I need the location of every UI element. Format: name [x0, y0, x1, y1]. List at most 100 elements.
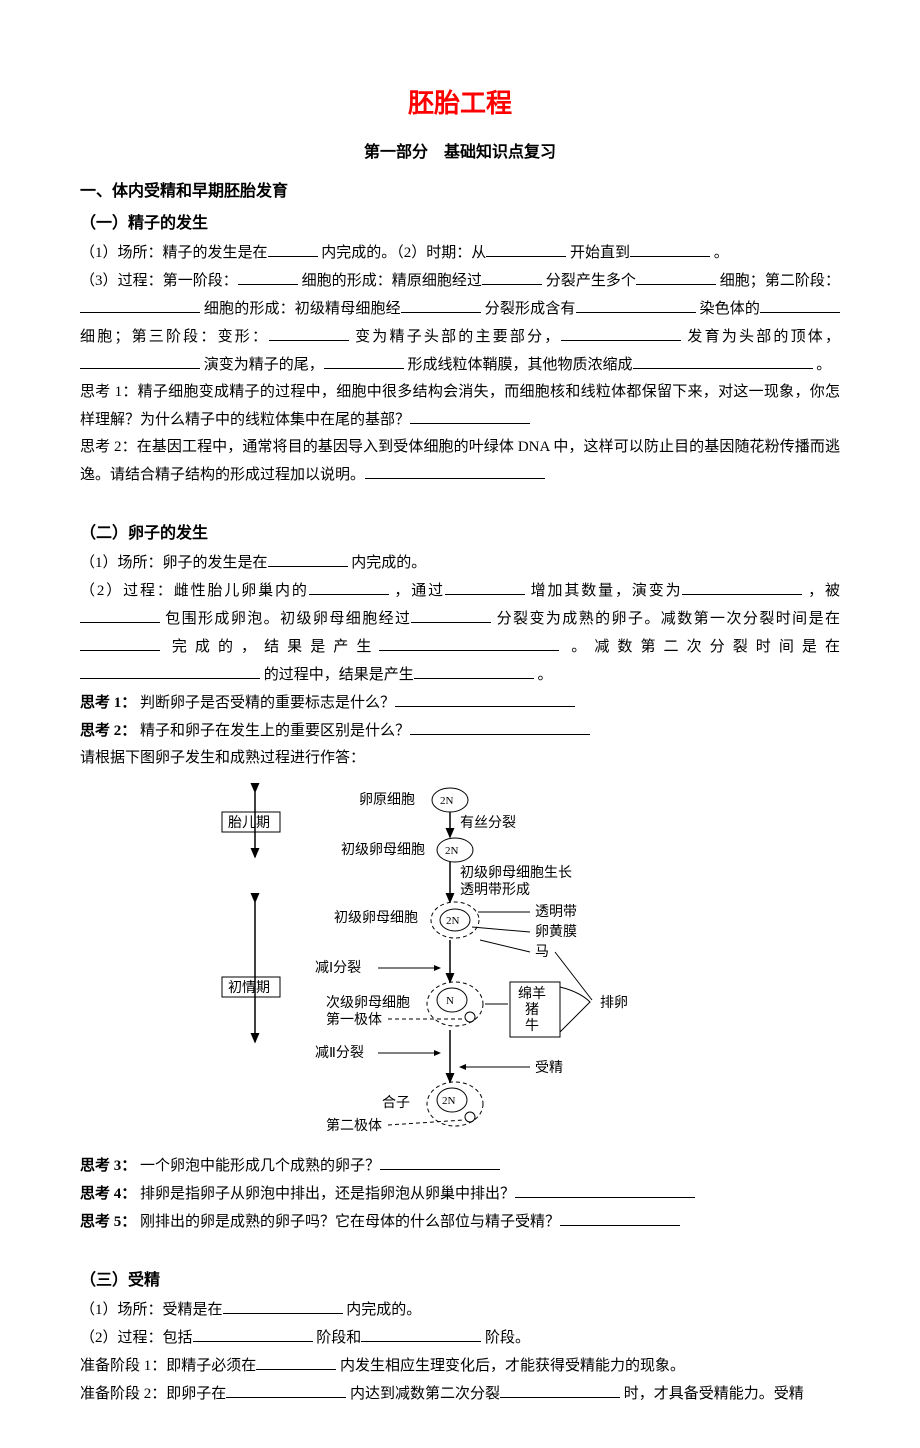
para-1-1-1: （1）场所：精子的发生是在 内完成的。（2）时期：从 开始直到 。	[80, 239, 840, 267]
blank	[410, 406, 530, 424]
text: 思考 2：	[80, 723, 136, 739]
label-2n: 2N	[446, 915, 460, 927]
blank	[80, 661, 260, 679]
text: 排卵是指卵子从卵泡中排出，还是指卵泡从卵巢中排出？	[140, 1186, 515, 1202]
blank	[361, 1324, 481, 1342]
label-primary1: 初级卵母细胞	[341, 841, 425, 858]
para-1-3-4: 准备阶段 2：即卵子在 内达到减数第二次分裂 时，才具备受精能力。受精	[80, 1380, 840, 1408]
blank	[515, 1180, 695, 1198]
text: （1）场所：受精是在	[80, 1302, 223, 1318]
label-2n: 2N	[440, 795, 454, 807]
section-1-heading: 一、体内受精和早期胚胎发育	[80, 178, 840, 207]
text: 内达到减数第二次分裂	[350, 1386, 500, 1402]
text: （2）过程：雌性胎儿卵巢内的	[80, 583, 309, 599]
text: 思考 4：	[80, 1186, 136, 1202]
blank	[256, 1352, 336, 1370]
text: 思考 3：	[80, 1158, 136, 1174]
label-oogonium: 卵原细胞	[359, 792, 415, 808]
text: 。	[538, 667, 553, 683]
text: 阶段和	[316, 1330, 361, 1346]
blank	[269, 323, 349, 341]
label-vitelline: 卵黄膜	[535, 923, 577, 940]
text: 精子和卵子在发生上的重要区别是什么？	[140, 723, 410, 739]
text: 。减数第二次分裂时间是在	[571, 639, 840, 655]
text: （2）过程：包括	[80, 1330, 193, 1346]
label-zygote: 合子	[382, 1095, 410, 1111]
blank	[379, 633, 559, 651]
label-cow: 牛	[525, 1018, 539, 1034]
blank	[324, 351, 404, 369]
text: 形成线粒体鞘膜，其他物质浓缩成	[408, 357, 633, 373]
think-1-1-2: 思考 2：在基因工程中，通常将目的基因导入到受体细胞的叶绿体 DNA 中，这样可…	[80, 434, 840, 489]
text: 发育为头部的顶体，	[687, 329, 840, 345]
label-mitosis: 有丝分裂	[460, 815, 516, 831]
para-1-2-2: （2）过程：雌性胎儿卵巢内的 ，通过 增加其数量，演变为 ，被 包围形成卵泡。初…	[80, 577, 840, 689]
blank	[395, 689, 575, 707]
label-n: N	[446, 995, 454, 1007]
text: 分裂产生多个	[546, 273, 636, 289]
think-1-1-1: 思考 1：精子细胞变成精子的过程中，细胞中很多结构会消失，而细胞核和线粒体都保留…	[80, 379, 840, 434]
text: 完成的，结果是产生	[172, 639, 380, 655]
label-polar2: 第二极体	[326, 1117, 382, 1134]
text: 包围形成卵泡。初级卵母细胞经过	[165, 611, 411, 627]
text: 内完成的。	[346, 1302, 421, 1318]
para-1-2-1: （1）场所：卵子的发生是在 内完成的。	[80, 549, 840, 577]
para-1-2-3: 请根据下图卵子发生和成熟过程进行作答：	[80, 745, 840, 772]
label-polar1: 第一极体	[326, 1011, 382, 1028]
blank	[80, 351, 200, 369]
text: 判断卵子是否受精的重要标志是什么？	[140, 695, 395, 711]
think-1-2-1: 思考 1： 判断卵子是否受精的重要标志是什么？	[80, 689, 840, 717]
text: 演变为精子的尾，	[204, 357, 324, 373]
label-ovulation: 排卵	[600, 995, 628, 1011]
blank	[414, 661, 534, 679]
text: 的过程中，结果是产生	[264, 667, 414, 683]
text: 开始直到	[570, 245, 630, 261]
blank	[80, 295, 200, 313]
para-1-3-2: （2）过程：包括 阶段和 阶段。	[80, 1324, 840, 1352]
label-pig: 猪	[525, 1002, 539, 1018]
sub-1-2-heading: （二）卵子的发生	[80, 520, 840, 549]
doc-subtitle: 第一部分 基础知识点复习	[80, 139, 840, 168]
blank	[223, 1296, 343, 1314]
blank	[193, 1324, 313, 1342]
label-meiosis2: 减Ⅱ分裂	[315, 1045, 364, 1061]
think-1-2-2: 思考 2： 精子和卵子在发生上的重要区别是什么？	[80, 717, 840, 745]
text: 染色体的	[699, 301, 760, 317]
label-horse: 马	[535, 944, 549, 960]
label-fertilization: 受精	[535, 1060, 563, 1076]
text: 内完成的。（2）时期：从	[321, 245, 486, 261]
doc-title: 胚胎工程	[80, 80, 840, 127]
blank	[561, 323, 681, 341]
blank	[682, 577, 802, 595]
think-1-2-5: 思考 5： 刚排出的卵是成熟的卵子吗？它在母体的什么部位与精子受精？	[80, 1208, 840, 1236]
para-1-1-2: （3）过程：第一阶段： 细胞的形成：精原细胞经过 分裂产生多个 细胞；第二阶段：…	[80, 267, 840, 379]
text: 。	[816, 357, 831, 373]
text: 内发生相应生理变化后，才能获得受精能力的现象。	[340, 1358, 685, 1374]
blank	[80, 633, 160, 651]
blank	[482, 267, 542, 285]
text: （1）场所：卵子的发生是在	[80, 555, 268, 571]
blank	[445, 577, 525, 595]
text: ，被	[808, 583, 840, 599]
blank	[226, 1380, 346, 1398]
blank	[365, 461, 545, 479]
label-sheep: 绵羊	[518, 985, 546, 1002]
text: 细胞的形成：初级精母细胞经	[204, 301, 401, 317]
text: 细胞的形成：精原细胞经过	[302, 273, 482, 289]
blank	[486, 239, 566, 257]
text: 思考 1：	[80, 695, 136, 711]
label-primary2: 初级卵母细胞	[334, 909, 418, 926]
label-growth: 初级卵母细胞生长	[460, 864, 572, 881]
blank	[268, 549, 348, 567]
label-puberty: 初情期	[228, 979, 270, 996]
label-2n: 2N	[445, 845, 459, 857]
blank	[380, 1152, 500, 1170]
text: 内完成的。	[351, 555, 426, 571]
text: 分裂形成含有	[485, 301, 576, 317]
label-zona: 透明带形成	[460, 882, 530, 898]
text: ，通过	[394, 583, 445, 599]
blank	[238, 267, 298, 285]
text: 时，才具备受精能力。受精	[624, 1386, 804, 1402]
text: 增加其数量，演变为	[531, 583, 683, 599]
oogenesis-diagram: 胎儿期 初情期 卵原细胞 2N 有丝分裂 初级卵母细胞 2N 初级卵母细胞生长 …	[160, 782, 760, 1142]
